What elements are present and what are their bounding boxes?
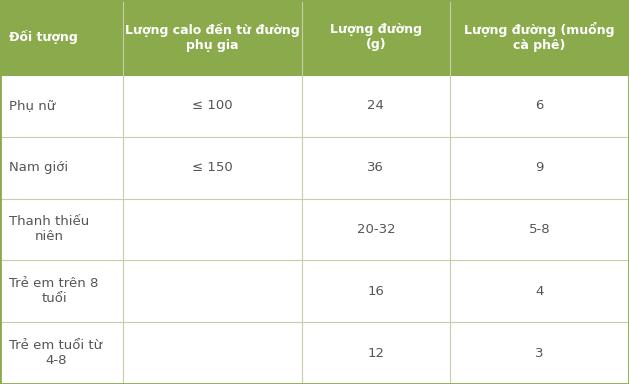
Text: ≤ 100: ≤ 100 — [192, 99, 233, 112]
Bar — [0, 0, 629, 75]
Text: 4: 4 — [535, 285, 543, 298]
Text: Trẻ em trên 8
tuổi: Trẻ em trên 8 tuổi — [9, 277, 99, 305]
Text: 6: 6 — [535, 99, 543, 112]
Text: Lượng đường (muổng
cà phê): Lượng đường (muổng cà phê) — [464, 22, 615, 53]
Text: 36: 36 — [367, 161, 384, 174]
Bar — [0, 322, 629, 384]
Text: 12: 12 — [367, 347, 384, 359]
Text: Nam giới: Nam giới — [9, 161, 69, 174]
Bar — [0, 137, 629, 199]
Bar — [0, 260, 629, 322]
Text: Đối tượng: Đối tượng — [9, 30, 78, 45]
Text: 9: 9 — [535, 161, 543, 174]
Text: Lượng đường
(g): Lượng đường (g) — [330, 23, 422, 51]
Text: Trẻ em tuổi từ
4-8: Trẻ em tuổi từ 4-8 — [9, 339, 103, 367]
Text: Phụ nữ: Phụ nữ — [9, 99, 55, 112]
Text: Thanh thiếu
niên: Thanh thiếu niên — [9, 215, 90, 243]
Text: 3: 3 — [535, 347, 543, 359]
Bar — [0, 75, 629, 137]
Text: 20-32: 20-32 — [357, 223, 395, 236]
Text: Lượng calo đến từ đường
phụ gia: Lượng calo đến từ đường phụ gia — [125, 23, 299, 52]
Text: 5-8: 5-8 — [528, 223, 550, 236]
Text: ≤ 150: ≤ 150 — [192, 161, 233, 174]
Text: 16: 16 — [367, 285, 384, 298]
Bar — [0, 199, 629, 260]
Text: 24: 24 — [367, 99, 384, 112]
